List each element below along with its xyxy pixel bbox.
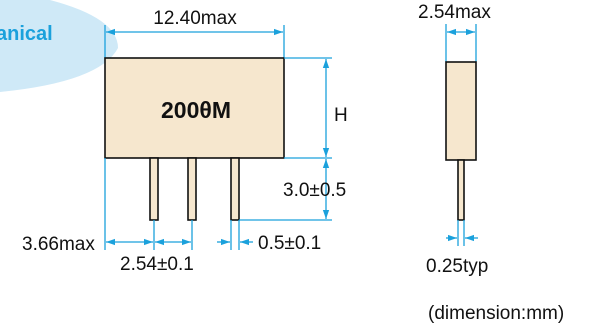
lead-2 bbox=[187, 157, 197, 221]
lead-width-label: 0.5±0.1 bbox=[258, 233, 321, 254]
part-marking: 200θM bbox=[161, 97, 231, 123]
lead-thickness-label: 0.25typ bbox=[426, 256, 488, 277]
lead-length-label: 3.0±0.5 bbox=[283, 180, 346, 201]
resistor-body bbox=[104, 57, 285, 159]
lead-pitch-label: 2.54±0.1 bbox=[120, 254, 194, 275]
side-view: 2.54max 0.25typ bbox=[418, 2, 491, 277]
units-note: (dimension:mm) bbox=[428, 303, 564, 324]
lead-1 bbox=[149, 157, 159, 221]
front-view: 12.40max 200θM H 3.0±0.5 3.66max 2.54±0.… bbox=[22, 8, 348, 275]
section-title: anical bbox=[0, 23, 53, 45]
height-label: H bbox=[334, 105, 348, 126]
lead-3 bbox=[230, 157, 240, 221]
edge-to-lead-label: 3.66max bbox=[22, 234, 95, 255]
body-width-label: 12.40max bbox=[153, 8, 237, 29]
side-lead bbox=[457, 159, 465, 221]
section-title-tab bbox=[0, 0, 118, 92]
body-thickness-label: 2.54max bbox=[418, 2, 491, 23]
side-body bbox=[445, 61, 477, 161]
